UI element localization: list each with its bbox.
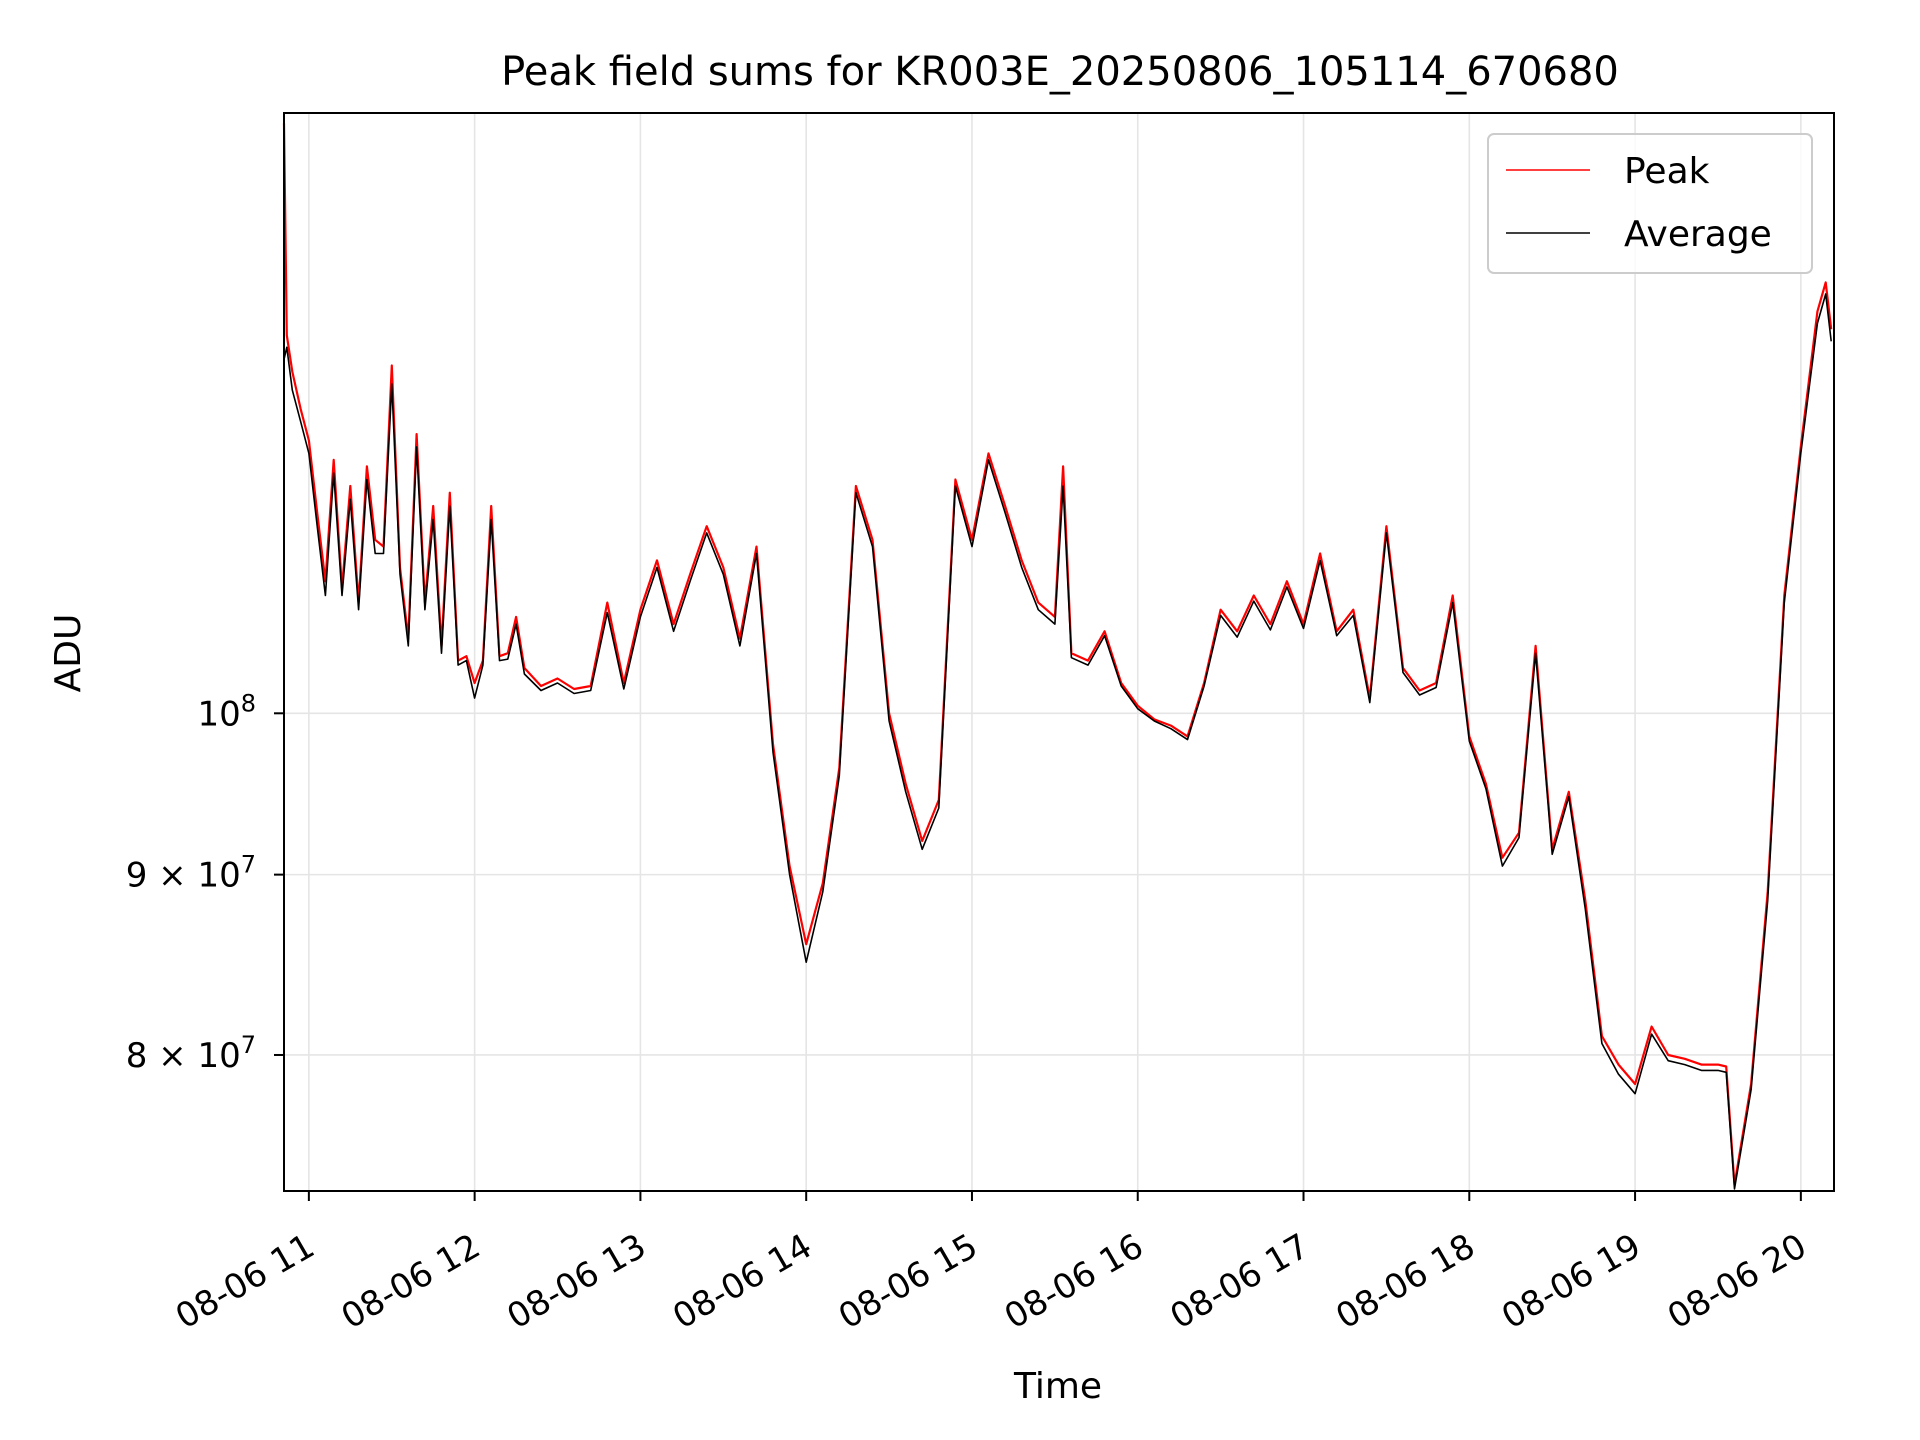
x-tick-label: 08-06 20 (1661, 1226, 1813, 1337)
y-axis-label: ADU (48, 614, 89, 693)
x-axis-label: Time (1013, 1366, 1102, 1407)
x-axis: 08-06 11 08-06 12 08-06 13 08-06 14 08-06 15… (169, 1191, 1813, 1337)
y-tick-label: 8 × 107 (126, 1031, 256, 1076)
x-tick-label: 08-06 16 (998, 1226, 1150, 1337)
x-tick-label: 08-06 18 (1329, 1226, 1481, 1337)
y-tick-label: 9 × 107 (126, 851, 256, 896)
x-tick-label: 08-06 12 (335, 1226, 487, 1337)
chart-title: Peak field sums for KR003E_20250806_1051… (501, 49, 1619, 95)
x-tick-label: 08-06 11 (169, 1226, 321, 1337)
x-tick-label: 08-06 17 (1164, 1226, 1316, 1337)
y-axis: 8 × 107 9 × 107 108 (126, 689, 284, 1076)
legend: Peak Average (1487, 133, 1813, 274)
x-tick-label: 08-06 15 (832, 1226, 984, 1337)
legend-label-peak: Peak (1624, 151, 1710, 192)
legend-label-average: Average (1624, 214, 1772, 255)
x-tick-label: 08-06 19 (1495, 1226, 1647, 1337)
x-tick-label: 08-06 14 (666, 1226, 818, 1337)
plot-frame (283, 112, 1835, 1192)
plot-lines (282, 123, 1833, 1190)
series-line-average (283, 293, 1832, 1190)
x-tick-label: 08-06 13 (501, 1226, 653, 1337)
grid (284, 113, 1834, 1191)
y-tick-label: 108 (197, 689, 256, 734)
series-line-peak (282, 123, 1833, 1186)
legend-box (1487, 133, 1813, 274)
